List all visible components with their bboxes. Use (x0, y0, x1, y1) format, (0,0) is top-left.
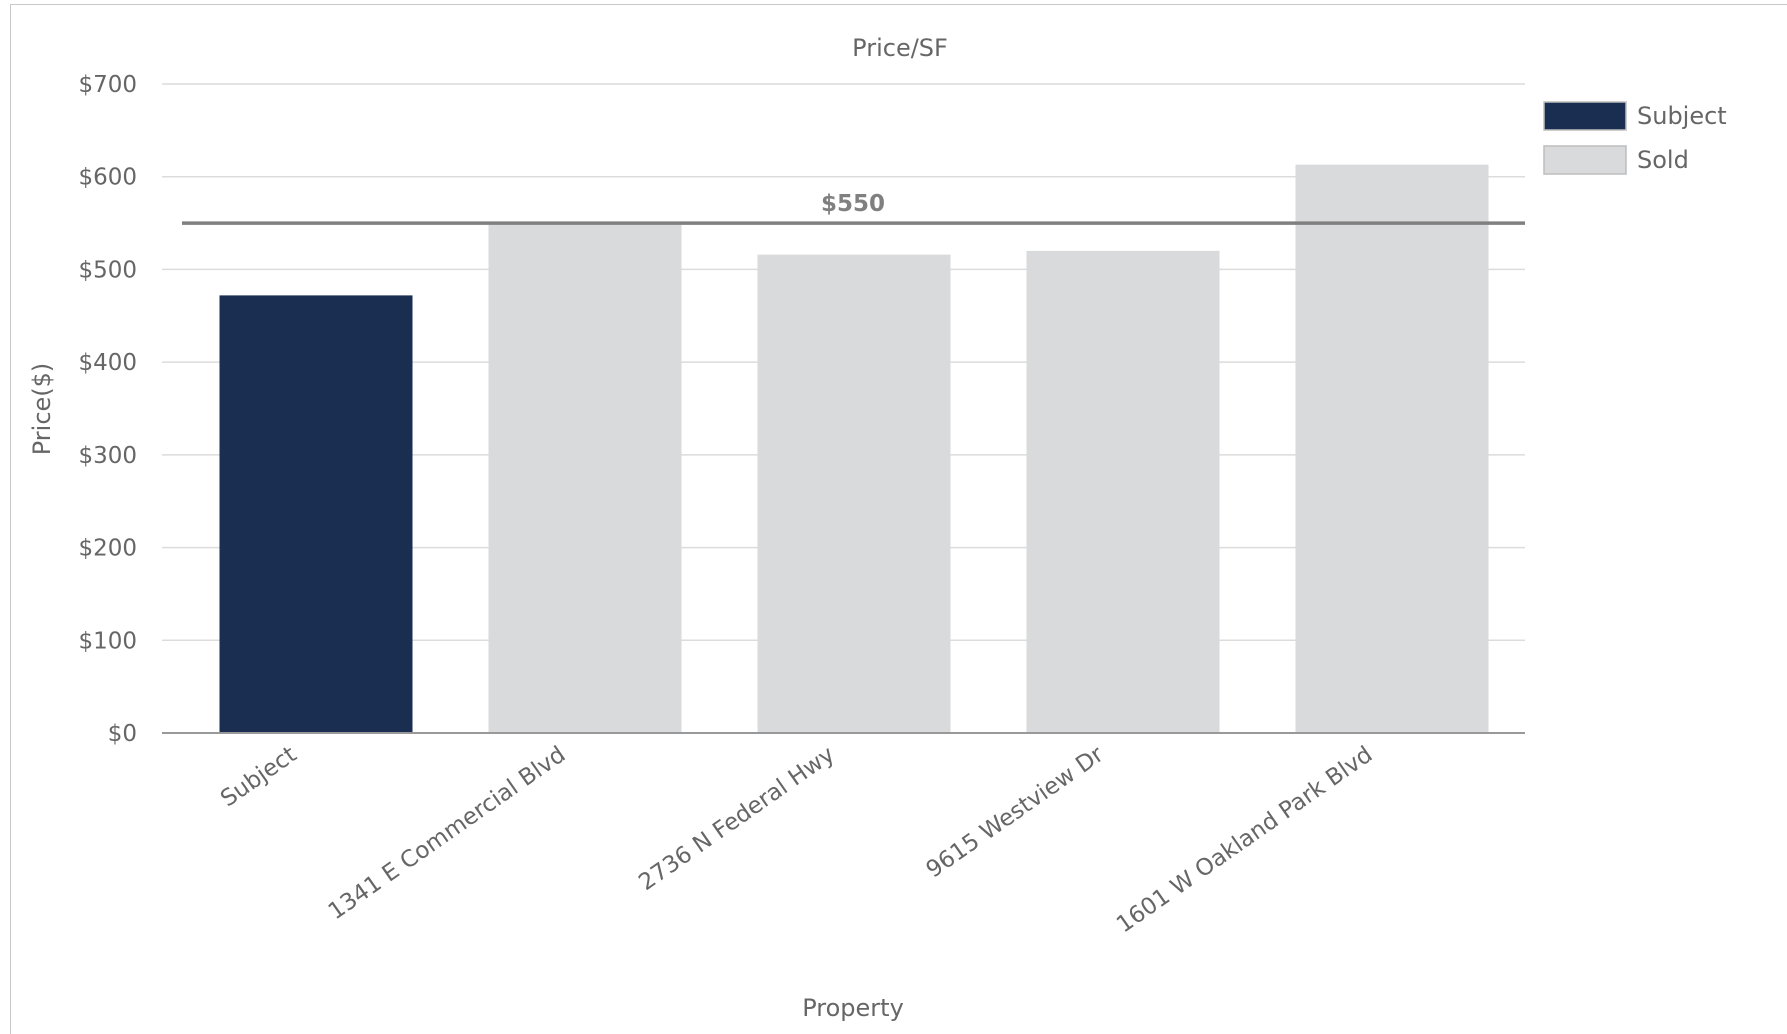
reference-line-group: $550 (182, 191, 1525, 225)
bar-4 (1026, 250, 1220, 733)
bar-5 (1295, 164, 1489, 733)
y-axis-title: Price($) (28, 363, 56, 456)
x-axis-title: Property (802, 994, 904, 1022)
x-tick-label: Subject (216, 742, 301, 813)
legend-label-sold: Sold (1637, 146, 1689, 174)
x-tick-label: 2736 N Federal Hwy (634, 742, 839, 896)
y-tick-label: $400 (78, 350, 137, 376)
y-tick-label: $200 (78, 536, 137, 562)
bars (219, 164, 1489, 734)
bar-2 (488, 223, 682, 734)
legend: Subject Sold (1543, 101, 1727, 175)
bar-3 (757, 254, 951, 733)
y-tick-label: $600 (78, 165, 137, 191)
y-tick-label: $700 (78, 72, 137, 98)
y-tick-label: $100 (78, 628, 137, 654)
y-tick-label: $500 (78, 257, 137, 283)
legend-swatch-subject (1543, 101, 1627, 131)
x-tick-label: 9615 Westview Dr (922, 741, 1109, 883)
reference-line-label: $550 (821, 191, 885, 217)
legend-swatch-sold (1543, 145, 1627, 175)
x-tick-label: 1341 E Commercial Blvd (324, 742, 571, 926)
y-tick-label: $0 (108, 721, 137, 747)
x-axis-labels: Subject 1341 E Commercial Blvd 2736 N Fede… (216, 741, 1377, 938)
bar-1 (219, 295, 413, 733)
x-tick-label: 1601 W Oakland Park Blvd (1112, 742, 1377, 939)
y-tick-label: $300 (78, 443, 137, 469)
chart-title: Price/SF (852, 34, 948, 62)
y-axis-ticks: $0 $100 $200 $300 $400 $500 $600 $700 (78, 72, 137, 747)
legend-label-subject: Subject (1637, 102, 1727, 130)
